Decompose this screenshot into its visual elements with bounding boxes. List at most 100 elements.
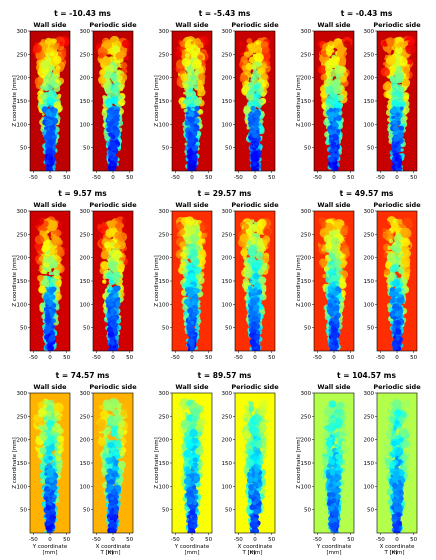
temperature-blob xyxy=(200,246,204,250)
temperature-blob xyxy=(386,37,395,46)
temperature-blob xyxy=(243,55,247,60)
temperature-blob xyxy=(180,267,184,271)
temperature-blob xyxy=(253,259,263,269)
core-blob xyxy=(396,340,402,345)
core-blob xyxy=(332,126,337,131)
core-blob xyxy=(109,120,115,126)
x-tick-label: -50 xyxy=(313,175,322,181)
y-tick-label: 300 xyxy=(222,209,233,215)
x-tick-label: 50 xyxy=(205,175,212,181)
core-blob xyxy=(331,327,338,334)
snapshot-title: t = -5.43 ms xyxy=(199,9,251,18)
temperature-blob xyxy=(55,42,60,47)
x-tick-label: 50 xyxy=(205,355,212,361)
temperature-blob xyxy=(340,262,346,269)
temperature-blob xyxy=(38,89,44,95)
temperature-blob xyxy=(254,233,260,238)
temperature-blob xyxy=(396,218,403,225)
temperature-blob xyxy=(33,44,43,54)
core-blob xyxy=(394,328,402,335)
temperature-blob xyxy=(335,101,342,109)
temperature-blob xyxy=(400,227,412,239)
temperature-blob xyxy=(190,40,195,45)
y-tick-label: 200 xyxy=(364,256,375,262)
temperature-blob xyxy=(34,234,45,245)
temperature-blob xyxy=(114,336,119,340)
y-tick-label: 100 xyxy=(222,122,233,128)
core-blob xyxy=(394,156,400,162)
core-blob xyxy=(110,154,114,158)
y-tick-label: 100 xyxy=(364,302,375,308)
temperature-blob xyxy=(392,279,401,287)
core-blob xyxy=(191,154,198,161)
y-tick-label: 250 xyxy=(17,52,28,58)
core-blob xyxy=(250,105,256,111)
y-axis-label: Z coordinate [mm] xyxy=(12,75,18,127)
core-blob xyxy=(392,304,397,309)
core-blob xyxy=(108,150,112,154)
temperature-blob xyxy=(343,40,351,48)
temperature-blob xyxy=(336,65,345,75)
panel-title: Wall side xyxy=(317,21,351,29)
y-tick-label: 200 xyxy=(80,76,91,82)
core-blob xyxy=(389,287,395,293)
temperature-blob xyxy=(37,218,45,225)
core-blob xyxy=(395,320,402,326)
core-blob xyxy=(327,303,334,309)
snapshot-title: t = 29.57 ms xyxy=(198,189,252,198)
y-tick-label: 200 xyxy=(17,256,28,262)
y-axis-label: Z coordinate [mm] xyxy=(296,255,302,307)
panel-title: Periodic side xyxy=(373,21,421,29)
core-blob xyxy=(113,158,118,163)
temperature-blob xyxy=(340,276,344,280)
temperature-blob xyxy=(335,56,341,61)
core-blob xyxy=(186,149,193,156)
temperature-blob xyxy=(338,308,343,313)
temperature-blob xyxy=(102,279,107,284)
core-blob xyxy=(188,290,195,297)
core-blob xyxy=(110,163,114,167)
temperature-blob xyxy=(318,258,328,267)
temperature-blob xyxy=(241,252,247,258)
y-tick-label: 50 xyxy=(225,146,232,152)
core-blob xyxy=(43,133,51,141)
temperature-blob xyxy=(403,249,411,258)
temperature-blob xyxy=(197,79,203,85)
temperature-blob xyxy=(98,53,104,59)
temperature-blob xyxy=(244,80,249,86)
temperature-blob xyxy=(253,84,260,90)
x-tick-label: -50 xyxy=(29,355,38,361)
temperature-blob xyxy=(339,228,348,236)
core-blob xyxy=(46,287,49,291)
temperature-blob xyxy=(52,73,56,77)
temperature-blob xyxy=(324,65,333,73)
temperature-blob xyxy=(101,229,106,234)
core-blob xyxy=(397,317,401,320)
temperature-blob xyxy=(121,39,130,49)
core-blob xyxy=(48,347,52,351)
temperature-blob xyxy=(252,272,260,280)
temperature-blob xyxy=(102,39,113,50)
temperature-blob xyxy=(334,252,342,259)
temperature-blob xyxy=(324,93,328,96)
core-blob xyxy=(249,288,254,294)
temperature-blob xyxy=(243,223,250,230)
temperature-blob xyxy=(333,219,345,230)
temperature-blob xyxy=(338,59,347,67)
core-blob xyxy=(399,106,404,111)
core-blob xyxy=(253,111,260,119)
x-tick-label: 0 xyxy=(111,355,115,361)
temperature-blob xyxy=(334,259,342,268)
y-tick-label: 50 xyxy=(367,326,374,332)
y-tick-label: 150 xyxy=(301,99,312,105)
temperature-blob xyxy=(385,263,391,268)
core-blob xyxy=(50,295,56,300)
x-tick-label: 50 xyxy=(410,355,417,361)
temperature-blob xyxy=(245,262,250,267)
temperature-blob xyxy=(111,87,119,94)
y-tick-label: 200 xyxy=(222,256,233,262)
